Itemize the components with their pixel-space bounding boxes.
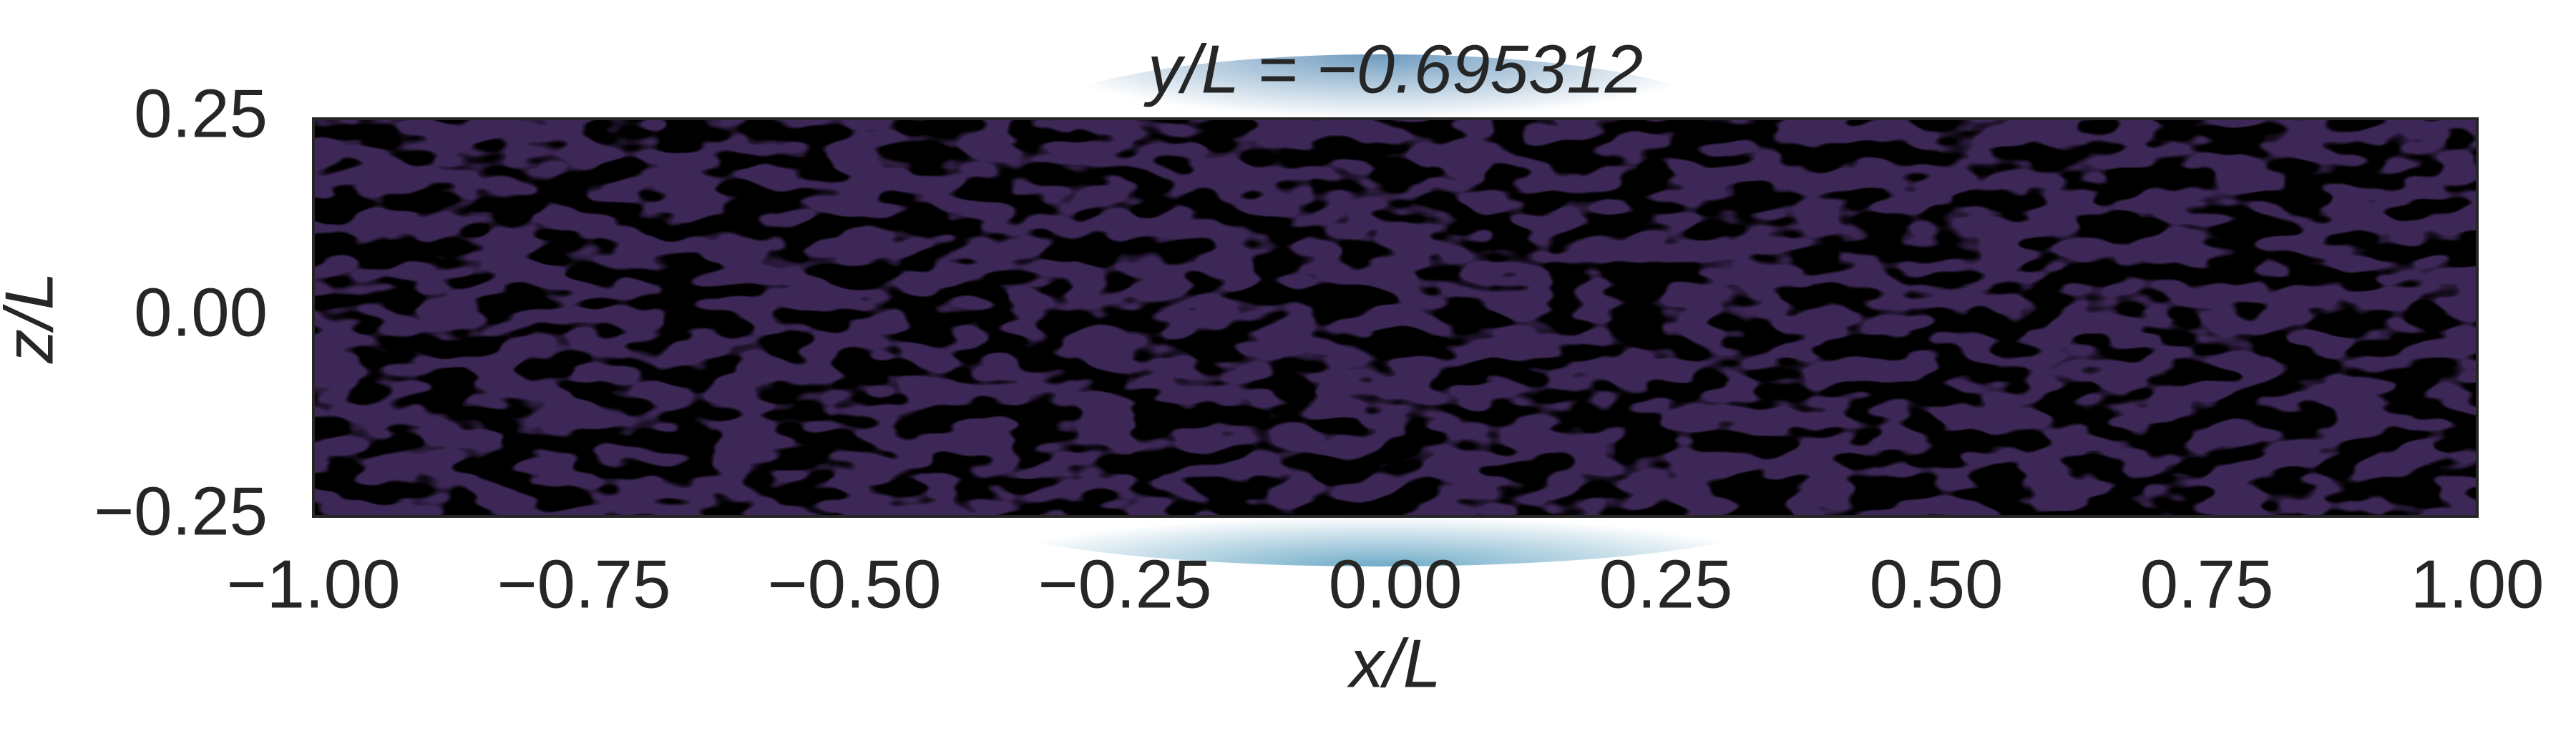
y-axis-label: z/L — [0, 272, 67, 364]
y-tick-label: −0.25 — [94, 473, 268, 549]
y-tick-label: 0.25 — [134, 75, 268, 152]
y-tick-label: 0.00 — [134, 274, 268, 350]
x-tick-label: 0.50 — [1870, 546, 2004, 622]
x-tick-label: −0.25 — [1038, 546, 1212, 622]
plot-frame — [312, 117, 2479, 518]
x-tick-label: 0.00 — [1329, 546, 1463, 622]
x-axis-label: x/L — [1347, 625, 1441, 702]
x-tick-label: 1.00 — [2411, 546, 2545, 622]
plot-area — [312, 54, 2479, 566]
x-tick-label: −1.00 — [227, 546, 401, 622]
x-tick-label: 0.25 — [1599, 546, 1733, 622]
chart-title: y/L = −0.695312 — [1143, 31, 1643, 107]
x-tick-label: 0.75 — [2140, 546, 2274, 622]
x-tick-label: −0.75 — [497, 546, 671, 622]
contour-field — [313, 119, 2477, 516]
x-tick-label: −0.50 — [768, 546, 942, 622]
